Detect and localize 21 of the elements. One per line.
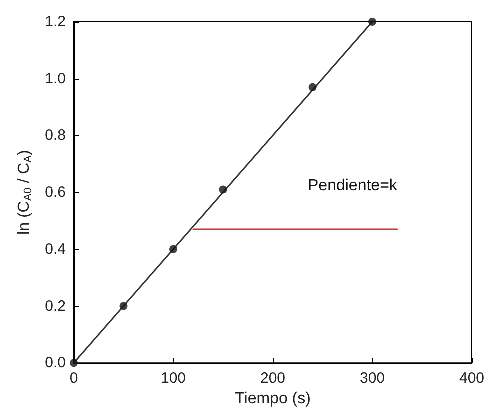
point (120, 302, 128, 310)
point (219, 186, 228, 194)
y-tick-label: 1.2 (45, 14, 66, 30)
x-tick-label: 100 (160, 370, 186, 388)
x-axis-title: Tiempo (s) (235, 390, 311, 408)
x-tick-label: 0 (70, 370, 78, 388)
point (308, 83, 317, 92)
y-tick-label: 0.8 (45, 127, 66, 144)
y-tick-label: 1.0 (45, 70, 66, 88)
x-tick-label: 300 (360, 370, 386, 388)
x-tick-label: 200 (260, 370, 286, 388)
point (70, 359, 78, 368)
y-tick-label: 0.4 (45, 240, 66, 258)
x-tick-label: 400 (459, 370, 485, 388)
y-tick-label: 0.6 (45, 184, 66, 202)
annotation: Pendiente=k (308, 178, 398, 194)
y-tick-label: 0.2 (45, 298, 66, 315)
point (368, 18, 376, 26)
y-tick-label: 0.0 (45, 354, 66, 372)
point (170, 245, 178, 254)
y-axis-title: ln (CA0 / CA) (16, 150, 34, 235)
